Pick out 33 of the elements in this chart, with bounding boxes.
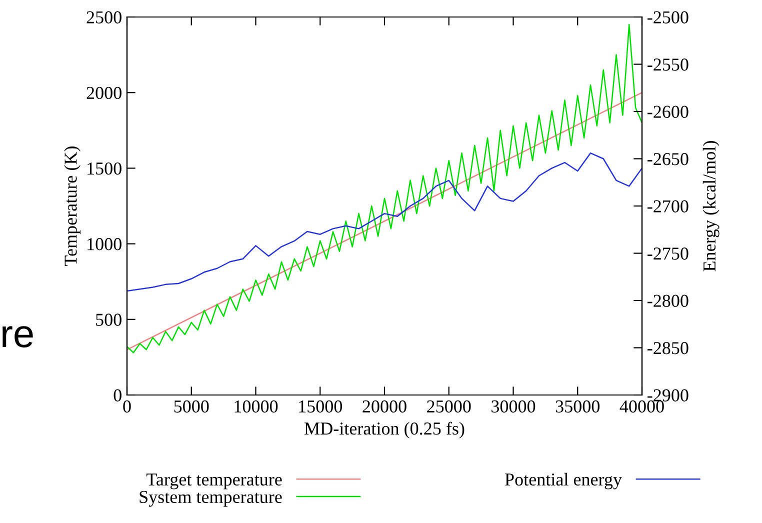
- y2-tick-label: -2550: [648, 58, 688, 71]
- x-tick-label: 5000: [174, 400, 209, 413]
- text: re: [2, 326, 33, 348]
- x-tick-label: 15000: [299, 400, 342, 413]
- x-tick-label: 25000: [427, 400, 471, 413]
- y-tick-label: 2500: [86, 11, 122, 24]
- y-tick-label: 2000: [86, 86, 122, 100]
- y2-axis-title: Energy (kcal/mol): [702, 141, 720, 272]
- y2-tick-label: -2500: [648, 11, 688, 24]
- legend-label: Potential energy: [505, 472, 622, 490]
- y-tick-label: 500: [96, 314, 122, 326]
- y2-tick-label: -2850: [648, 342, 688, 354]
- line-series: [127, 152, 642, 292]
- y2-tick-label: -2600: [648, 106, 688, 118]
- y-axis-title: Temperature (K): [64, 146, 80, 266]
- x-tick-label: 40000: [620, 400, 664, 413]
- y2-tick-label: -2900: [648, 389, 688, 402]
- x-tick-label: 10000: [234, 400, 278, 413]
- line-series: [127, 24, 642, 354]
- y-tick-label: 1000: [88, 238, 122, 250]
- x-tick-label: 0: [123, 400, 131, 413]
- y-tick-label: 1500: [88, 162, 122, 175]
- x-axis-title: MD-iteration (0.25 fs): [304, 422, 464, 438]
- y-tick-label: 0: [114, 389, 122, 402]
- y2-tick-label: -2650: [648, 153, 688, 166]
- legend-label: Target temperature: [146, 474, 282, 490]
- y2-tick-label: -2700: [648, 200, 688, 212]
- x-tick-label: 20000: [362, 400, 406, 413]
- y2-tick-label: -2800: [648, 294, 688, 307]
- y2-tick-label: -2750: [648, 248, 688, 260]
- x-tick-label: 35000: [556, 400, 600, 413]
- legend-label: System temperature: [140, 490, 282, 507]
- x-tick-label: 30000: [492, 400, 536, 413]
